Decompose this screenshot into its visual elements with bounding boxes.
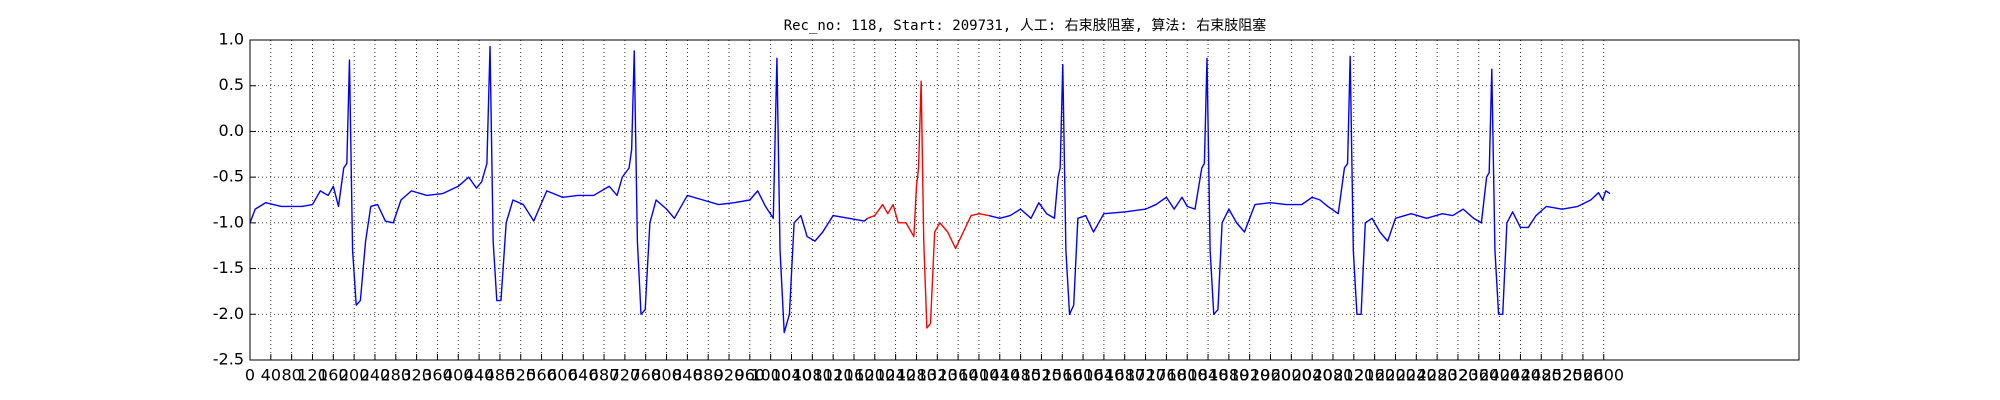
x-tick-label: 440: [464, 366, 495, 385]
x-tick-label: 360: [422, 366, 453, 385]
x-tick-label: 2280: [1417, 366, 1458, 385]
x-tick-label: 2080: [1313, 366, 1354, 385]
y-tick-label: 0.5: [219, 75, 244, 94]
x-tick-label: 2040: [1292, 366, 1333, 385]
x-tick-label: 0: [245, 366, 255, 385]
x-tick-label: 2320: [1438, 366, 1479, 385]
x-tick-label: 2400: [1479, 366, 1520, 385]
x-tick-label: 480: [485, 366, 516, 385]
y-tick-label: -1.0: [213, 212, 244, 231]
x-tick-label: 1560: [1042, 366, 1083, 385]
x-tick-label: 2160: [1354, 366, 1395, 385]
x-tick-label: 400: [443, 366, 474, 385]
x-tick-label: 1840: [1188, 366, 1229, 385]
x-tick-label: 560: [526, 366, 557, 385]
x-tick-label: 160: [318, 366, 349, 385]
y-tick-label: -2.0: [213, 304, 244, 323]
x-tick-label: 2600: [1583, 366, 1624, 385]
x-tick-label: 2240: [1396, 366, 1437, 385]
x-tick-label: 800: [651, 366, 682, 385]
y-tick-label: -2.5: [213, 350, 244, 369]
ecg-line: [249, 45, 1611, 334]
x-tick-label: 2480: [1521, 366, 1562, 385]
x-tick-label: 1040: [771, 366, 812, 385]
y-tick-label: -1.5: [213, 258, 244, 277]
y-tick-label: 1.0: [219, 30, 244, 49]
x-tick-label: 1600: [1063, 366, 1104, 385]
x-tick-label: 1280: [896, 366, 937, 385]
x-tick-label: 1360: [938, 366, 979, 385]
x-tick-label: 1760: [1146, 366, 1187, 385]
x-tick-label: 2440: [1500, 366, 1541, 385]
x-tick-label: 1200: [854, 366, 895, 385]
x-tick-label: 280: [381, 366, 412, 385]
ecg-line: [867, 80, 989, 329]
x-tick-label: 1400: [959, 366, 1000, 385]
x-tick-label: 640: [568, 366, 599, 385]
x-tick-label: 320: [401, 366, 432, 385]
x-tick-label: 960: [735, 366, 766, 385]
x-tick-label: 1920: [1229, 366, 1270, 385]
x-tick-label: 720: [610, 366, 641, 385]
x-tick-label: 200: [339, 366, 370, 385]
x-tick-label: 1080: [792, 366, 833, 385]
x-tick-label: 2520: [1542, 366, 1583, 385]
x-tick-label: 680: [589, 366, 620, 385]
x-tick-label: 2200: [1375, 366, 1416, 385]
x-tick-label: 1320: [917, 366, 958, 385]
x-tick-label: 2360: [1458, 366, 1499, 385]
x-tick-label: 1480: [1000, 366, 1041, 385]
x-tick-label: 2120: [1333, 366, 1374, 385]
x-tick-label: 1000: [750, 366, 791, 385]
x-tick-label: 1520: [1021, 366, 1062, 385]
y-tick-label: 0.0: [219, 121, 244, 140]
x-tick-label: 1960: [1250, 366, 1291, 385]
x-tick-label: 2560: [1563, 366, 1604, 385]
x-tick-label: 520: [505, 366, 536, 385]
x-tick-label: 880: [693, 366, 724, 385]
x-tick-label: 600: [547, 366, 578, 385]
x-tick-label: 1800: [1167, 366, 1208, 385]
x-tick-label: 920: [714, 366, 745, 385]
x-tick-label: 80: [281, 366, 301, 385]
x-tick-label: 40: [261, 366, 281, 385]
x-tick-label: 120: [297, 366, 328, 385]
x-tick-label: 240: [360, 366, 391, 385]
plot-frame: [249, 39, 1800, 361]
x-tick-label: 1440: [979, 366, 1020, 385]
x-tick-label: 1680: [1104, 366, 1145, 385]
x-tick-label: 1880: [1209, 366, 1250, 385]
x-tick-label: 1120: [813, 366, 854, 385]
x-tick-label: 760: [630, 366, 661, 385]
x-tick-label: 2000: [1271, 366, 1312, 385]
x-tick-label: 840: [672, 366, 703, 385]
chart-title: Rec_no: 118, Start: 209731, 人工: 右束肢阻塞, 算…: [784, 17, 1267, 34]
x-tick-label: 1640: [1084, 366, 1125, 385]
x-tick-label: 1240: [875, 366, 916, 385]
x-tick-label: 1720: [1125, 366, 1166, 385]
x-tick-label: 1160: [834, 366, 875, 385]
y-tick-label: -0.5: [213, 167, 244, 186]
